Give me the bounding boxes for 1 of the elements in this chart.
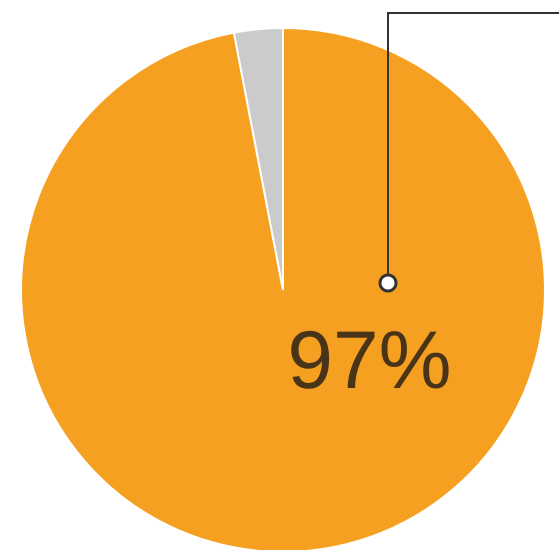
data-label: 97% (287, 315, 452, 406)
